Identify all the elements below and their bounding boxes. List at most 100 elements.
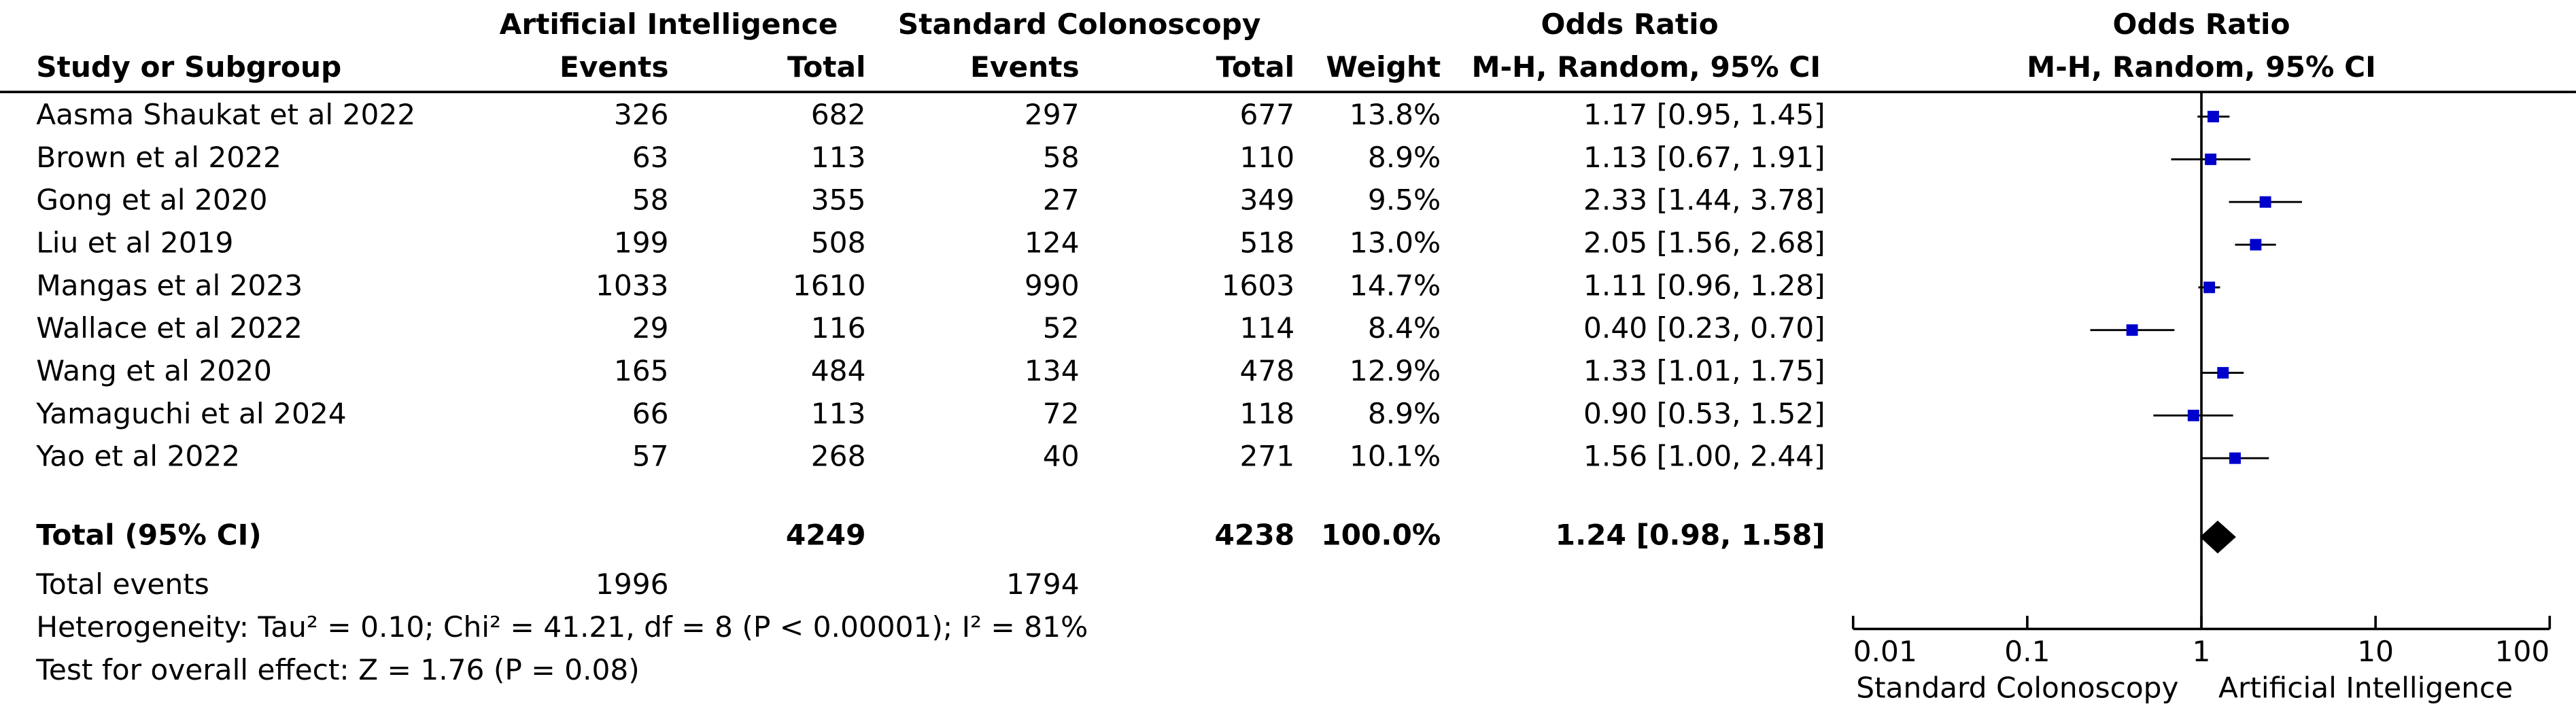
cell: 57 bbox=[632, 440, 669, 473]
cell: 134 bbox=[1025, 354, 1080, 387]
x-tick-label: 10 bbox=[2357, 635, 2394, 668]
study-name: Yao et al 2022 bbox=[35, 440, 240, 473]
total-events-label: Total events bbox=[35, 567, 209, 601]
group-header: Standard Colonoscopy bbox=[898, 7, 1261, 41]
odds-ratio: 1.13 [0.67, 1.91] bbox=[1583, 141, 1825, 174]
cell: 478 bbox=[1239, 354, 1294, 387]
cell: 8.9% bbox=[1368, 141, 1441, 174]
point-estimate bbox=[2205, 153, 2217, 165]
cell: 199 bbox=[614, 226, 669, 260]
cell: 1603 bbox=[1222, 268, 1295, 302]
total-cell: 100.0% bbox=[1321, 519, 1441, 552]
column-header: Events bbox=[560, 50, 669, 84]
point-estimate bbox=[2126, 324, 2138, 336]
cell: 58 bbox=[632, 183, 669, 217]
cell: 110 bbox=[1239, 141, 1294, 174]
cell: 682 bbox=[811, 98, 866, 131]
column-header: Study or Subgroup bbox=[36, 50, 341, 84]
point-estimate bbox=[2208, 111, 2219, 123]
summary-diamond bbox=[2199, 520, 2236, 554]
total-cell: 4238 bbox=[1215, 519, 1295, 552]
column-header: Total bbox=[1216, 50, 1294, 84]
column-header: Weight bbox=[1326, 50, 1441, 84]
cell: 271 bbox=[1239, 440, 1294, 473]
overall-effect: Test for overall effect: Z = 1.76 (P = 0… bbox=[35, 653, 640, 686]
cell: 326 bbox=[614, 98, 669, 131]
axis-label-left: Standard Colonoscopy bbox=[1856, 671, 2178, 704]
point-estimate bbox=[2229, 452, 2241, 464]
study-name: Brown et al 2022 bbox=[36, 141, 281, 174]
study-name: Wallace et al 2022 bbox=[36, 311, 303, 345]
x-tick-label: 100 bbox=[2495, 635, 2550, 668]
cell: 116 bbox=[811, 311, 866, 345]
cell: 113 bbox=[811, 397, 866, 430]
cell: 118 bbox=[1239, 397, 1294, 430]
total-events: 1794 bbox=[1006, 567, 1080, 601]
cell: 8.4% bbox=[1368, 311, 1441, 345]
cell: 484 bbox=[811, 354, 866, 387]
study-name: Mangas et al 2023 bbox=[36, 268, 303, 302]
study-name: Aasma Shaukat et al 2022 bbox=[36, 98, 415, 131]
cell: 72 bbox=[1043, 397, 1080, 430]
axis-label-right: Artificial Intelligence bbox=[2218, 671, 2513, 704]
cell: 677 bbox=[1239, 98, 1294, 131]
odds-ratio: 1.33 [1.01, 1.75] bbox=[1583, 354, 1825, 387]
point-estimate bbox=[2187, 409, 2199, 421]
odds-ratio: 0.40 [0.23, 0.70] bbox=[1583, 311, 1825, 345]
x-tick-label: 0.1 bbox=[2004, 635, 2050, 668]
x-tick-label: 1 bbox=[2193, 635, 2211, 668]
study-name: Yamaguchi et al 2024 bbox=[35, 397, 346, 430]
cell: 52 bbox=[1043, 311, 1080, 345]
study-name: Wang et al 2020 bbox=[36, 354, 272, 387]
plot-title: Odds Ratio bbox=[2112, 7, 2290, 41]
cell: 518 bbox=[1239, 226, 1294, 260]
study-name: Gong et al 2020 bbox=[36, 183, 267, 217]
cell: 349 bbox=[1239, 183, 1294, 217]
cell: 165 bbox=[614, 354, 669, 387]
total-cell: Total (95% CI) bbox=[36, 519, 261, 552]
point-estimate bbox=[2259, 196, 2271, 208]
odds-ratio: 1.56 [1.00, 2.44] bbox=[1583, 440, 1825, 473]
cell: 297 bbox=[1025, 98, 1080, 131]
x-tick-label: 0.01 bbox=[1853, 635, 1917, 668]
cell: 13.0% bbox=[1350, 226, 1441, 260]
column-header: M-H, Random, 95% CI bbox=[1471, 50, 1821, 84]
plot-subtitle: M-H, Random, 95% CI bbox=[2027, 50, 2376, 84]
column-header: Total bbox=[787, 50, 865, 84]
odds-ratio: 2.05 [1.56, 2.68] bbox=[1583, 226, 1825, 260]
cell: 8.9% bbox=[1368, 397, 1441, 430]
cell: 1610 bbox=[793, 268, 866, 302]
column-header: Events bbox=[970, 50, 1080, 84]
odds-ratio: 2.33 [1.44, 3.78] bbox=[1583, 183, 1825, 217]
study-name: Liu et al 2019 bbox=[36, 226, 233, 260]
cell: 124 bbox=[1025, 226, 1080, 260]
total-events: 1996 bbox=[596, 567, 669, 601]
cell: 13.8% bbox=[1350, 98, 1441, 131]
point-estimate bbox=[2217, 367, 2229, 379]
point-estimate bbox=[2203, 281, 2216, 294]
odds-ratio: 1.17 [0.95, 1.45] bbox=[1583, 98, 1825, 131]
cell: 355 bbox=[811, 183, 866, 217]
cell: 9.5% bbox=[1368, 183, 1441, 217]
cell: 27 bbox=[1043, 183, 1080, 217]
cell: 113 bbox=[811, 141, 866, 174]
cell: 114 bbox=[1239, 311, 1294, 345]
heterogeneity: Heterogeneity: Tau² = 0.10; Chi² = 41.21… bbox=[36, 610, 1088, 644]
cell: 508 bbox=[811, 226, 866, 260]
odds-ratio: 1.11 [0.96, 1.28] bbox=[1583, 268, 1825, 302]
total-cell: 4249 bbox=[786, 519, 866, 552]
cell: 10.1% bbox=[1350, 440, 1441, 473]
cell: 29 bbox=[632, 311, 669, 345]
odds-ratio-total: 1.24 [0.98, 1.58] bbox=[1556, 519, 1825, 552]
cell: 268 bbox=[811, 440, 866, 473]
point-estimate bbox=[2250, 239, 2262, 251]
cell: 66 bbox=[632, 397, 669, 430]
cell: 14.7% bbox=[1350, 268, 1441, 302]
cell: 1033 bbox=[596, 268, 669, 302]
column-header: Odds Ratio bbox=[1541, 7, 1719, 41]
cell: 58 bbox=[1043, 141, 1080, 174]
cell: 990 bbox=[1025, 268, 1080, 302]
group-header: Artificial Intelligence bbox=[500, 7, 838, 41]
